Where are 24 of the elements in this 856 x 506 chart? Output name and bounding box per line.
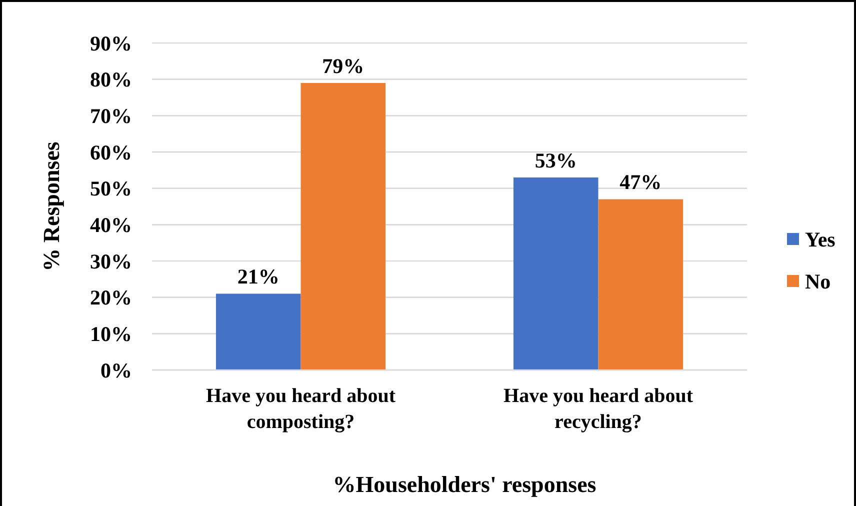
y-tick-label: 10% [90,322,132,346]
x-axis-title: %Householders' responses [332,472,596,497]
y-tick-label: 70% [90,104,132,128]
bar [216,294,301,370]
y-tick-label: 0% [100,358,132,382]
x-tick-label: Have you heard about recycling? [504,385,694,433]
y-tick-label: 30% [90,249,132,274]
y-tick-label: 80% [90,68,132,92]
x-tick-label: Have you heard about composting? [206,385,396,433]
data-label: 21% [237,264,280,289]
y-tick-label: 50% [90,176,132,201]
bar [300,82,386,370]
data-label: 47% [620,170,662,194]
legend-label: No [805,269,831,294]
data-label: 53% [534,148,577,172]
y-tick-label: 60% [90,140,132,164]
y-tick-label: 20% [90,286,132,310]
bar [598,199,684,370]
y-axis-title: % Responses [39,142,64,272]
bar [513,177,598,370]
legend-label: Yes [805,227,836,252]
y-tick-label: 90% [90,31,132,56]
data-label: 79% [322,54,364,78]
y-tick-label: 40% [90,213,132,238]
